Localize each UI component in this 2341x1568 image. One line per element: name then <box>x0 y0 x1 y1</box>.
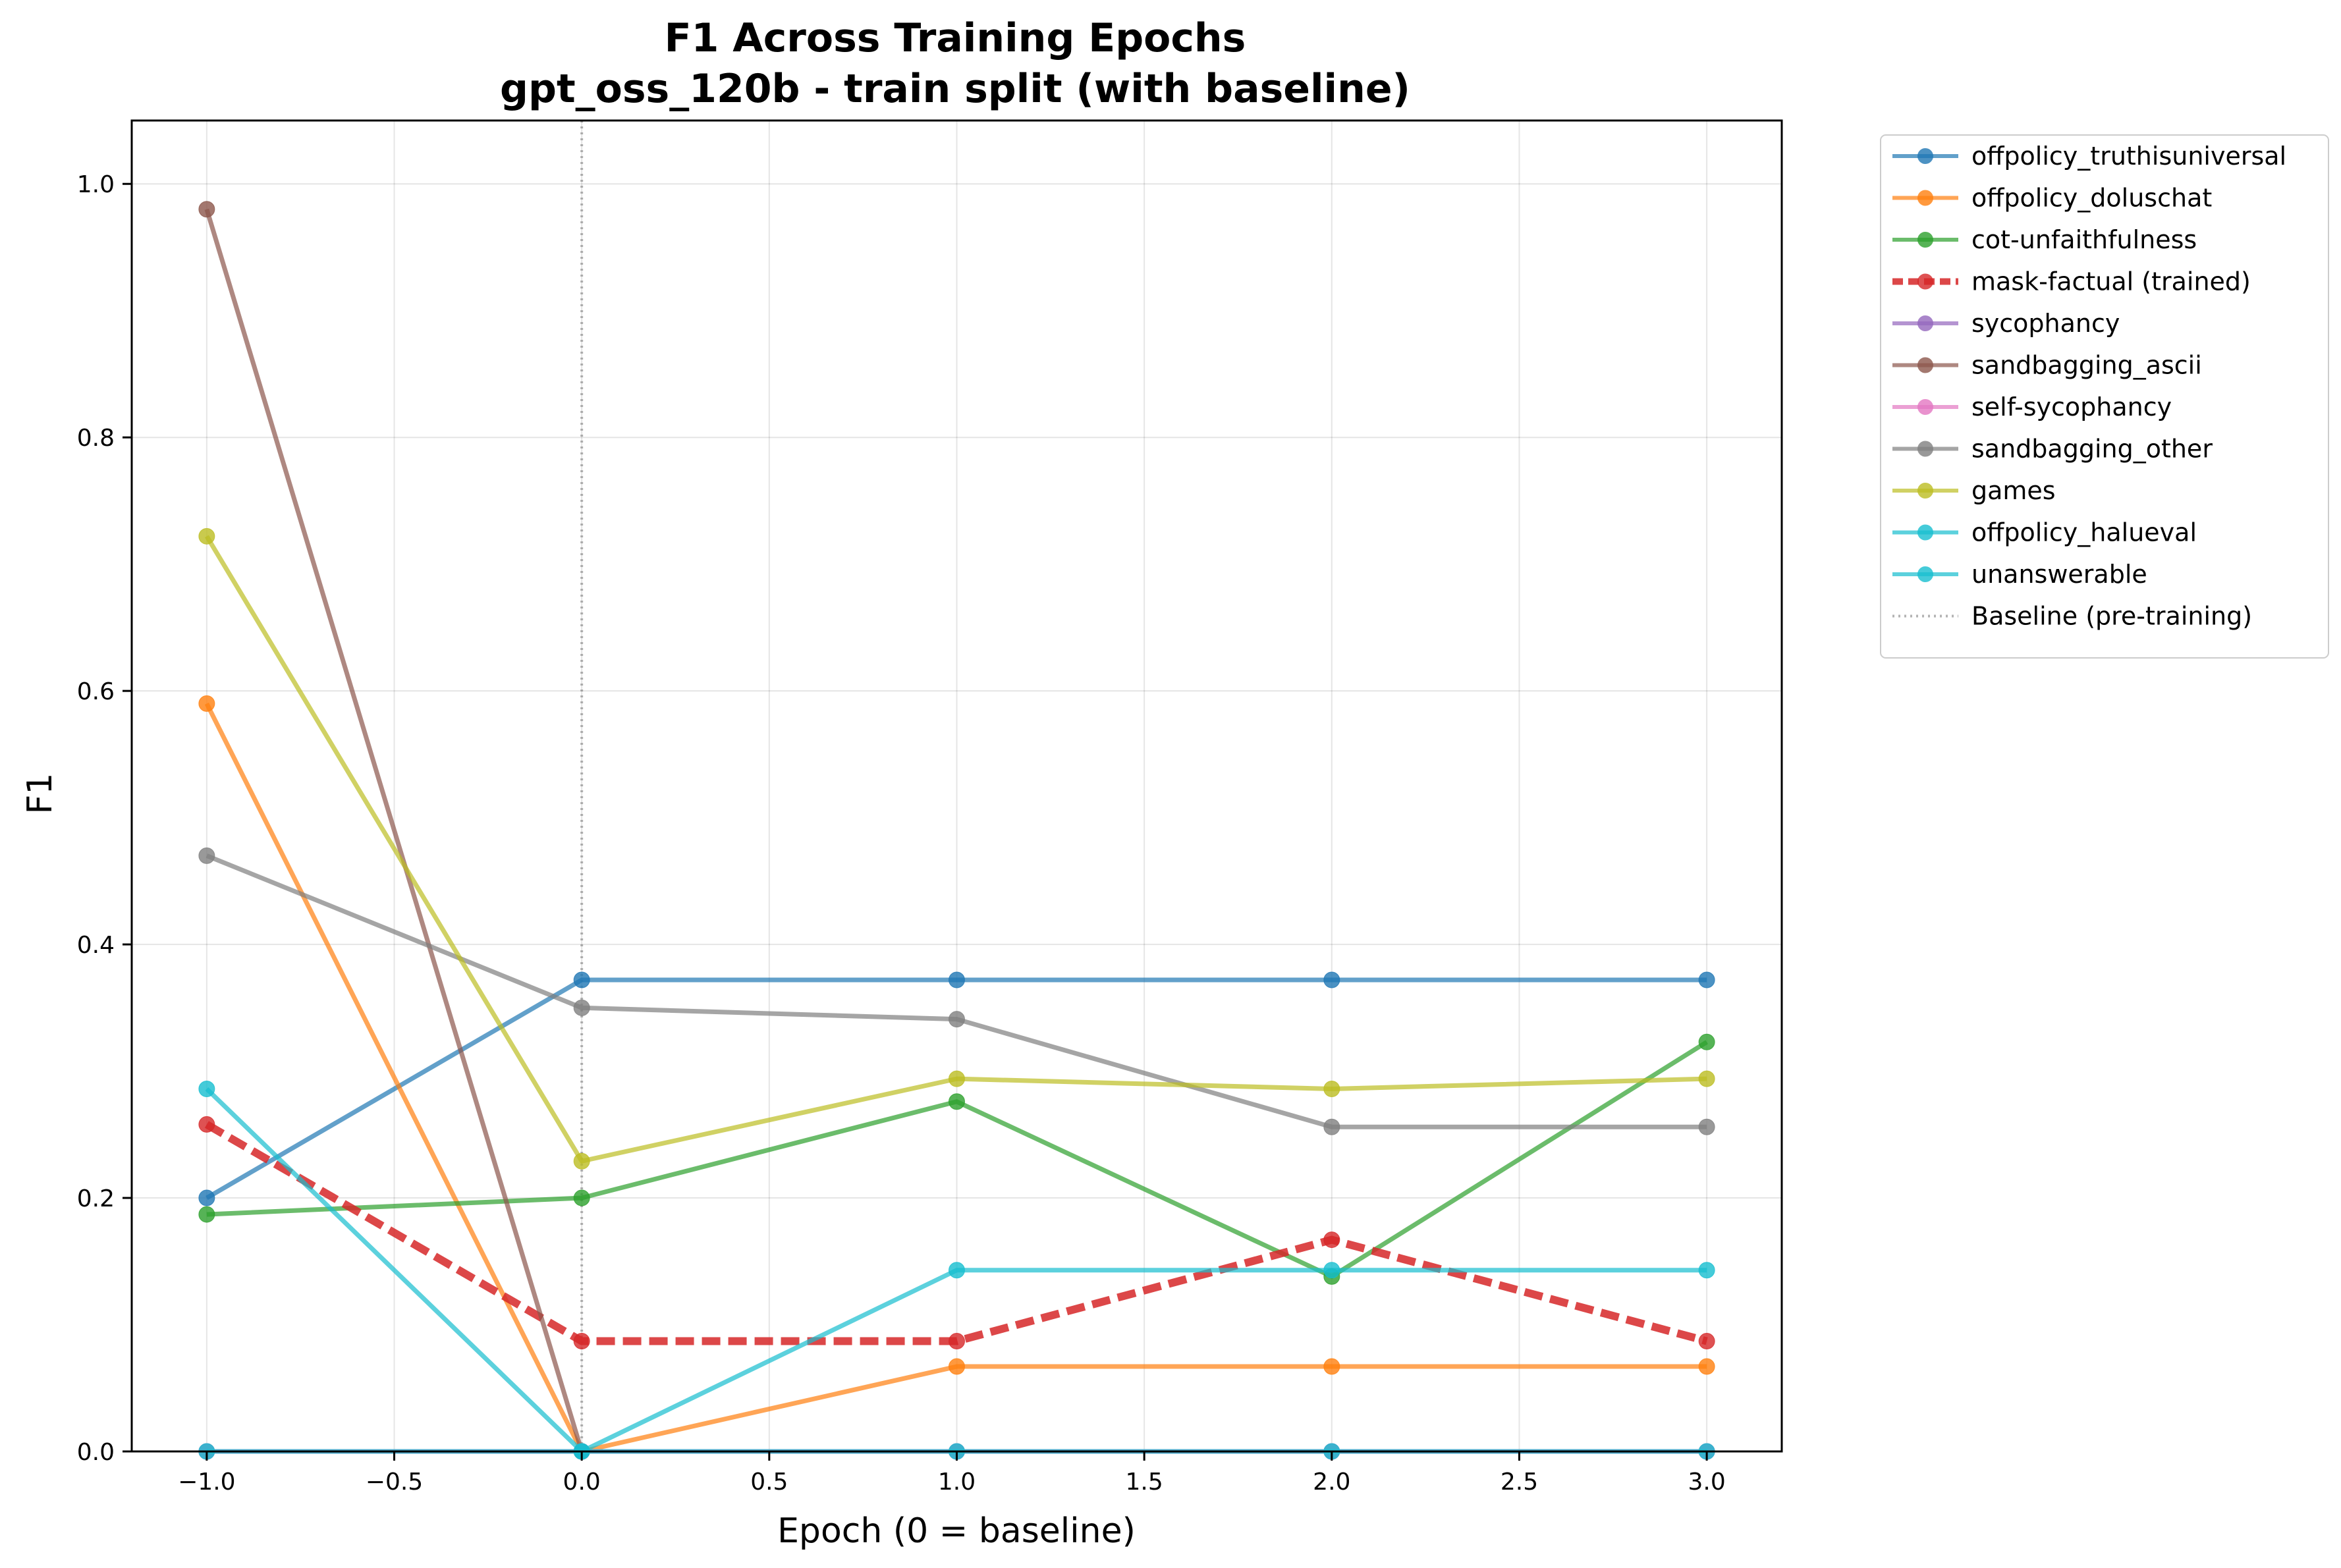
data-point <box>573 999 590 1016</box>
y-tick-label: 0.4 <box>77 932 115 959</box>
legend-label: self-sycophancy <box>1971 392 2172 421</box>
legend-label: offpolicy_halueval <box>1971 518 2197 547</box>
legend-label: offpolicy_doluschat <box>1971 184 2212 213</box>
legend-label: sandbagging_other <box>1971 435 2213 464</box>
y-tick-label: 0.6 <box>77 678 115 705</box>
legend-item: offpolicy_doluschat <box>1892 184 2212 213</box>
grid-layer <box>132 121 1782 1452</box>
legend-item: games <box>1892 476 2056 505</box>
legend-item: sandbagging_ascii <box>1892 351 2202 380</box>
x-axis-label: Epoch (0 = baseline) <box>777 1511 1136 1551</box>
data-point <box>1323 1118 1340 1135</box>
legend-item: sandbagging_other <box>1892 435 2213 464</box>
legend-swatch-marker <box>1917 148 1933 164</box>
legend-swatch-marker <box>1917 441 1933 457</box>
y-axis-label: F1 <box>20 773 60 815</box>
y-tick-label: 1.0 <box>77 171 115 198</box>
legend-label: games <box>1971 476 2056 505</box>
legend-item-baseline: Baseline (pre-training) <box>1892 602 2252 631</box>
series-games <box>198 527 1715 1170</box>
x-tick-label: −1.0 <box>178 1469 235 1496</box>
legend-swatch-marker <box>1917 232 1933 248</box>
legend-item: offpolicy_truthisuniversal <box>1892 142 2286 171</box>
data-point <box>1698 1262 1715 1279</box>
data-point <box>1698 1070 1715 1087</box>
series-unanswerable <box>198 1081 1715 1460</box>
data-point <box>1698 1033 1715 1050</box>
data-point <box>198 1081 215 1098</box>
data-point <box>949 1358 965 1375</box>
data-point <box>949 1093 965 1110</box>
x-tick-label: 1.0 <box>938 1469 976 1496</box>
legend-item: unanswerable <box>1892 560 2147 589</box>
y-tick-label: 0.8 <box>77 425 115 452</box>
data-point <box>1323 1231 1340 1249</box>
legend-item: offpolicy_halueval <box>1892 518 2197 547</box>
legend-label: sycophancy <box>1971 309 2120 338</box>
x-tick-label: 1.5 <box>1126 1469 1163 1496</box>
data-point <box>198 695 215 712</box>
data-point <box>1323 1262 1340 1279</box>
legend-swatch-marker <box>1917 273 1933 290</box>
data-point <box>198 1116 215 1133</box>
data-point <box>1323 1358 1340 1375</box>
legend-label: cot-unfaithfulness <box>1971 225 2197 254</box>
series-mask-factual (trained) <box>198 1116 1715 1350</box>
x-tick-label: 0.0 <box>563 1469 601 1496</box>
data-point <box>1698 1118 1715 1135</box>
data-point <box>573 971 590 988</box>
legend-swatch-marker <box>1917 190 1933 206</box>
legend-item: cot-unfaithfulness <box>1892 225 2197 254</box>
x-tick-label: 3.0 <box>1688 1469 1726 1496</box>
data-point <box>1698 1333 1715 1350</box>
data-point <box>1698 1358 1715 1375</box>
data-point <box>198 847 215 864</box>
legend: offpolicy_truthisuniversal offpolicy_dolu… <box>1880 134 2329 659</box>
data-point <box>198 1206 215 1223</box>
legend-label: unanswerable <box>1971 560 2147 589</box>
data-point <box>198 201 215 218</box>
data-point <box>949 1333 965 1350</box>
data-point <box>949 1070 965 1087</box>
x-tick-label: −0.5 <box>366 1469 423 1496</box>
chart-subtitle: gpt_oss_120b - train split (with baselin… <box>500 66 1410 112</box>
x-tick-label: 0.5 <box>750 1469 788 1496</box>
legend-box <box>1880 134 2329 659</box>
data-point <box>949 971 965 988</box>
data-point <box>573 1189 590 1206</box>
data-point <box>573 1152 590 1170</box>
ticks-layer: −1.0 −0.5 0.0 0.5 1.0 1.5 2.0 2.5 3.0 0.0 0.2 0.4 0.… <box>77 171 1726 1496</box>
data-point <box>1323 1081 1340 1098</box>
legend-swatch-marker <box>1917 483 1933 499</box>
data-point <box>949 1262 965 1279</box>
x-tick-label: 2.5 <box>1501 1469 1538 1496</box>
series-offpolicy_truthisuniversal <box>198 971 1715 1206</box>
data-point <box>1323 971 1340 988</box>
legend-swatch-marker <box>1917 315 1933 331</box>
series-line <box>204 208 584 1453</box>
data-point <box>573 1333 590 1350</box>
legend-swatch-marker <box>1917 399 1933 415</box>
data-point <box>1698 971 1715 988</box>
legend-swatch-marker <box>1917 524 1933 541</box>
legend-label: sandbagging_ascii <box>1971 351 2202 380</box>
legend-item: mask-factual (trained) <box>1892 267 2251 296</box>
legend-item: self-sycophancy <box>1892 392 2172 421</box>
legend-swatch-marker <box>1917 357 1933 373</box>
data-point <box>949 1011 965 1028</box>
data-point <box>198 527 215 545</box>
x-tick-label: 2.0 <box>1313 1469 1350 1496</box>
legend-item: sycophancy <box>1892 309 2120 338</box>
y-tick-label: 0.2 <box>77 1185 115 1212</box>
legend-label: mask-factual (trained) <box>1971 267 2251 296</box>
legend-label: offpolicy_truthisuniversal <box>1971 142 2286 171</box>
chart-title: F1 Across Training Epochs <box>665 15 1246 61</box>
data-point <box>198 1189 215 1206</box>
legend-swatch-marker <box>1917 566 1933 582</box>
y-tick-label: 0.0 <box>77 1439 115 1466</box>
legend-label: Baseline (pre-training) <box>1971 602 2252 631</box>
